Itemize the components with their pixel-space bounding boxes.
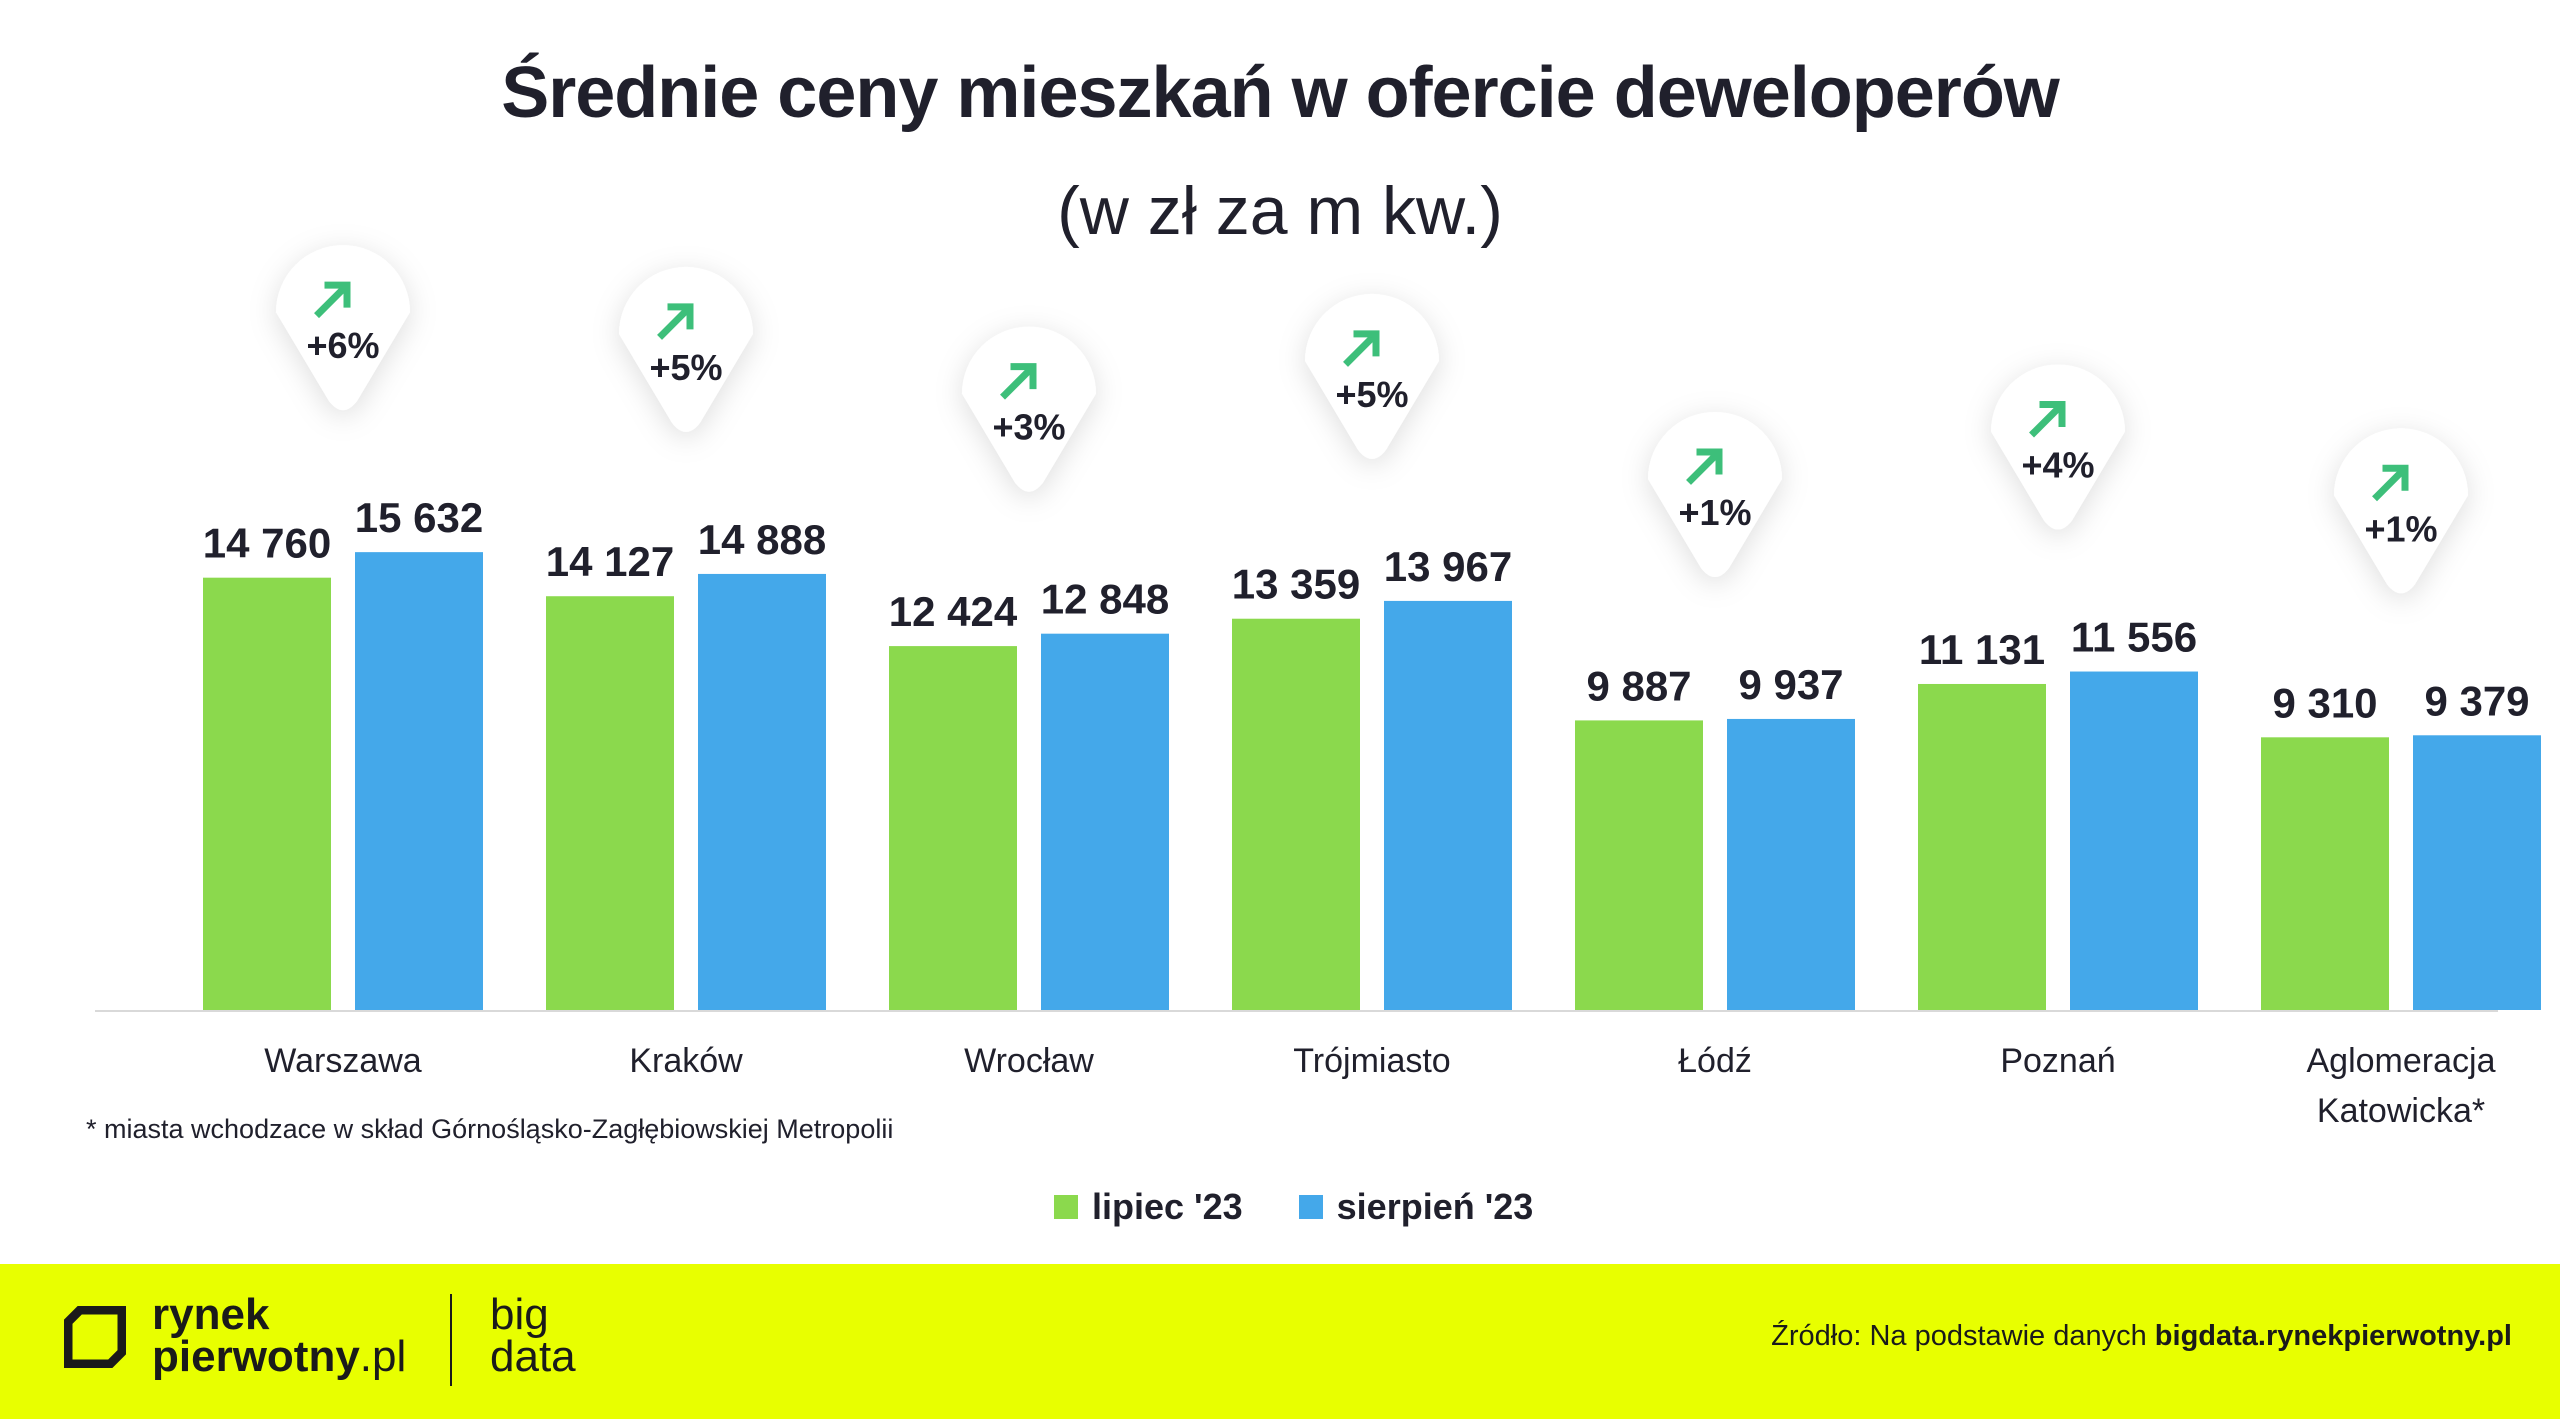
badge-pin <box>1305 293 1439 459</box>
logo-suffix: .pl <box>359 1332 407 1381</box>
logo-icon <box>64 1306 126 1368</box>
logo-line-2: pierwotny <box>152 1332 360 1381</box>
category-label: Kraków <box>629 1042 743 1080</box>
badge-pin <box>1648 411 1782 577</box>
data-label: 14 760 <box>203 520 331 567</box>
category-label: Wrocław <box>964 1042 1094 1080</box>
footer-bar: rynek pierwotny.pl big data Źródło: Na p… <box>0 1264 2560 1419</box>
category-label: Poznań <box>2000 1042 2115 1080</box>
badge-pin <box>1991 364 2125 530</box>
change-badge <box>1305 293 1439 459</box>
category-label: Łódź <box>1678 1042 1752 1080</box>
bar-july <box>1575 720 1703 1010</box>
arrow-up-right-icon <box>2372 464 2409 502</box>
data-label: 9 379 <box>2424 677 2529 724</box>
bigdata-line-2: data <box>490 1332 576 1381</box>
change-badge <box>2334 428 2468 594</box>
source-note: Źródło: Na podstawie danych bigdata.ryne… <box>1771 1320 2512 1353</box>
legend-swatch-july <box>1054 1195 1078 1219</box>
data-label: 11 556 <box>2071 614 2197 661</box>
change-badge <box>961 326 1096 492</box>
badge-pin <box>276 245 410 411</box>
arrow-up-right-icon <box>1686 448 1723 485</box>
arrow-up-right-icon <box>314 281 351 319</box>
chart-title: Średnie ceny mieszkań w ofercie dewelope… <box>501 53 2060 133</box>
change-label: +5% <box>1335 374 1408 415</box>
bar-july <box>2261 737 2389 1010</box>
change-label: +1% <box>1678 492 1751 533</box>
arrow-up-right-icon <box>2029 401 2066 438</box>
change-label: +6% <box>306 325 379 366</box>
category-label: Trójmiasto <box>1293 1042 1450 1080</box>
category-label: Katowicka* <box>2317 1092 2485 1130</box>
change-badge <box>1991 364 2125 530</box>
arrow-up-right-icon <box>1343 330 1380 367</box>
bar-july <box>546 596 674 1010</box>
bar-july <box>1918 683 2046 1010</box>
legend-label-july: lipiec '23 <box>1092 1186 1243 1227</box>
arrow-up-right-icon <box>1000 363 1037 400</box>
change-label: +3% <box>992 407 1065 448</box>
logo-text: rynek pierwotny.pl <box>152 1290 407 1381</box>
logo-line-1: rynek <box>152 1290 270 1339</box>
bar-july <box>203 577 331 1010</box>
data-label: 13 359 <box>1232 561 1360 608</box>
arrow-up-right-icon <box>657 303 694 340</box>
data-label: 11 131 <box>1919 626 2045 673</box>
badge-pin <box>619 266 753 432</box>
chart-subtitle: (w zł za m kw.) <box>1057 173 1503 249</box>
category-label: Warszawa <box>264 1042 422 1080</box>
bar-august <box>698 573 826 1010</box>
footnote: * miasta wchodzace w skład Górnośląsko-Z… <box>86 1114 894 1144</box>
badge-pin <box>2334 428 2468 594</box>
bar-august <box>2070 671 2198 1010</box>
data-label: 12 848 <box>1041 576 1169 623</box>
logo-divider <box>450 1294 452 1386</box>
data-label: 9 887 <box>1586 662 1691 709</box>
data-label: 9 937 <box>1738 661 1843 708</box>
bigdata-line-1: big <box>490 1290 549 1339</box>
legend-swatch-august <box>1298 1195 1323 1219</box>
source-prefix: Źródło: Na podstawie danych <box>1771 1320 2155 1352</box>
legend-label-august: sierpień '23 <box>1336 1186 1534 1227</box>
data-label: 15 632 <box>355 494 483 541</box>
change-badge <box>619 266 753 432</box>
legend-item-july: lipiec '23 <box>1054 1186 1243 1228</box>
change-label: +5% <box>649 347 722 388</box>
bar-august <box>1041 633 1169 1010</box>
bar-august <box>355 552 483 1010</box>
change-label: +1% <box>2364 508 2437 549</box>
badge-pin <box>961 326 1096 492</box>
change-label: +4% <box>2021 445 2094 486</box>
source-link[interactable]: bigdata.rynekpierwotny.pl <box>2154 1320 2512 1352</box>
change-badge <box>276 245 410 411</box>
data-label: 13 967 <box>1384 543 1512 590</box>
bigdata-logo: big data <box>490 1290 576 1381</box>
change-badge <box>1648 411 1782 577</box>
data-label: 14 127 <box>546 538 674 585</box>
bar-august <box>2413 735 2541 1010</box>
data-label: 14 888 <box>698 516 826 563</box>
legend-item-august: sierpień '23 <box>1298 1186 1534 1228</box>
legend: lipiec '23 sierpień '23 <box>1054 1186 1533 1228</box>
bar-chart: 14 760 15 632 Warszawa +6% 14 127 14 888 Krakó… <box>95 245 2541 1130</box>
bar-july <box>1232 618 1360 1010</box>
data-label: 9 310 <box>2272 679 2377 726</box>
data-label: 12 424 <box>889 588 1018 635</box>
bar-august <box>1727 718 1855 1010</box>
bar-july <box>889 646 1017 1010</box>
category-label: Aglomeracja <box>2307 1042 2496 1080</box>
bar-august <box>1384 600 1512 1010</box>
